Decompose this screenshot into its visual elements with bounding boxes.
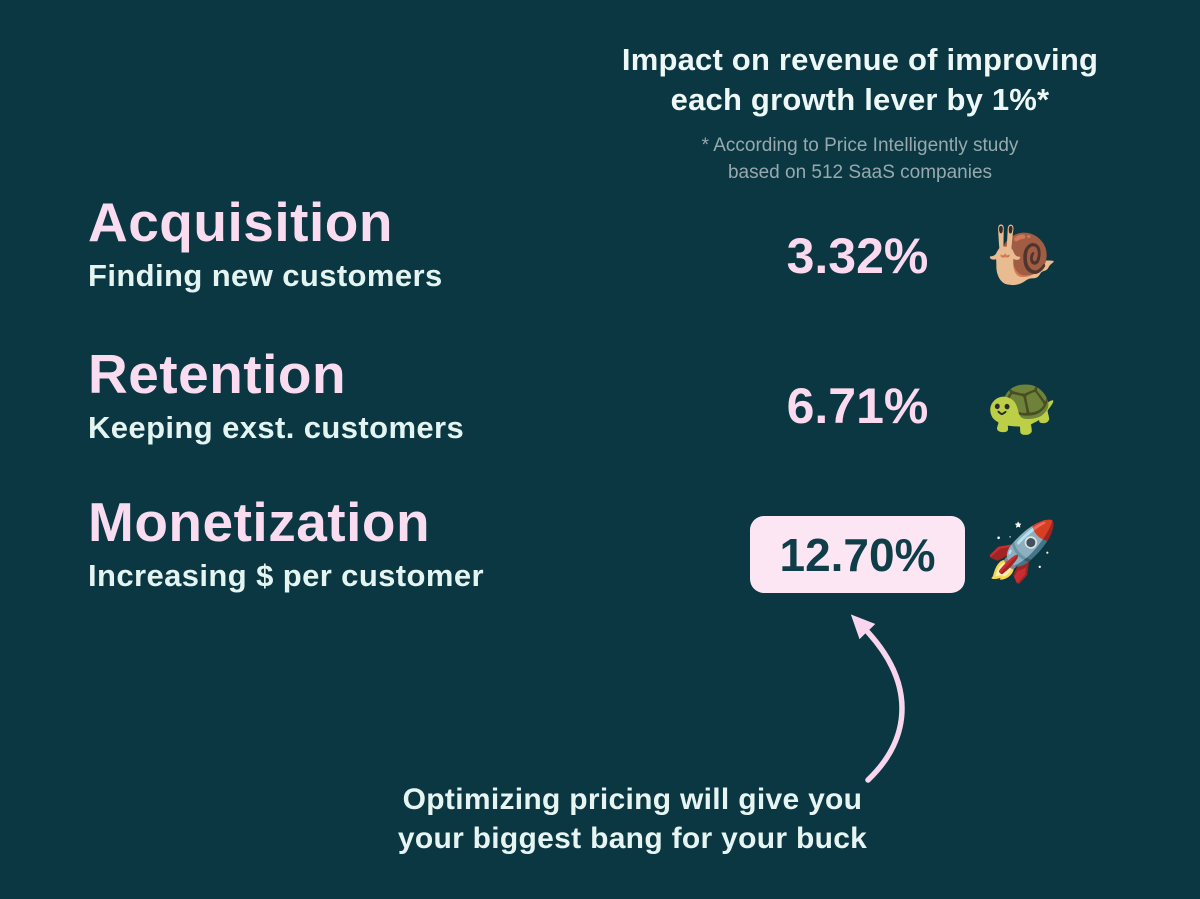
retention-title: Retention	[88, 343, 347, 405]
page-title: Impact on revenue of improving each grow…	[580, 40, 1140, 120]
retention-value: 6.71%	[786, 378, 929, 434]
footnote-line2: based on 512 SaaS companies	[727, 162, 993, 183]
rocket-icon: 🚀	[985, 519, 1059, 584]
acquisition-title: Acquisition	[88, 191, 393, 253]
footnote-line1: * According to Price Intelligently study	[701, 135, 1019, 156]
monetization-subtitle: Increasing $ per customer	[88, 558, 484, 593]
acquisition-subtitle: Finding new customers	[88, 258, 443, 293]
callout-line2: your biggest bang for your buck	[397, 822, 868, 855]
acquisition-value: 3.32%	[786, 228, 929, 284]
monetization-value: 12.70%	[779, 528, 936, 581]
callout-text: Optimizing pricing will give you your bi…	[355, 780, 910, 858]
monetization-value-box: 12.70%	[750, 516, 965, 593]
page-title-line1: Impact on revenue of improving	[621, 42, 1099, 77]
turtle-icon: 🐢	[985, 373, 1059, 438]
snail-icon: 🐌	[985, 223, 1059, 288]
header: Impact on revenue of improving each grow…	[580, 40, 1140, 186]
row-acquisition: Acquisition Finding new customers	[88, 192, 648, 295]
page-title-line2: each growth lever by 1%*	[670, 82, 1050, 117]
curved-arrow-icon	[850, 614, 905, 783]
row-retention: Retention Keeping exst. customers	[88, 344, 648, 447]
monetization-title: Monetization	[88, 491, 431, 553]
footnote: * According to Price Intelligently study…	[580, 132, 1140, 186]
retention-subtitle: Keeping exst. customers	[88, 410, 465, 445]
row-monetization: Monetization Increasing $ per customer	[88, 492, 648, 595]
callout-line1: Optimizing pricing will give you	[402, 783, 863, 816]
